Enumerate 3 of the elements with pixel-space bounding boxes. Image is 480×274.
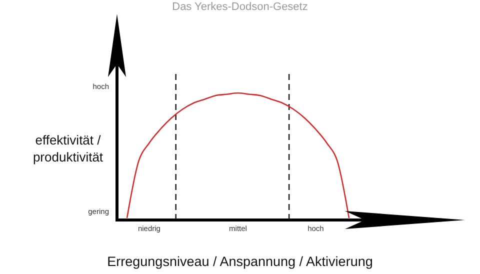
x-axis-title: Erregungsniveau / Anspannung / Aktivierung: [107, 254, 373, 269]
y-axis-title: effektivität / produktivität: [32, 132, 104, 164]
chart-title: Das Yerkes-Dodson-Gesetz: [172, 1, 308, 13]
